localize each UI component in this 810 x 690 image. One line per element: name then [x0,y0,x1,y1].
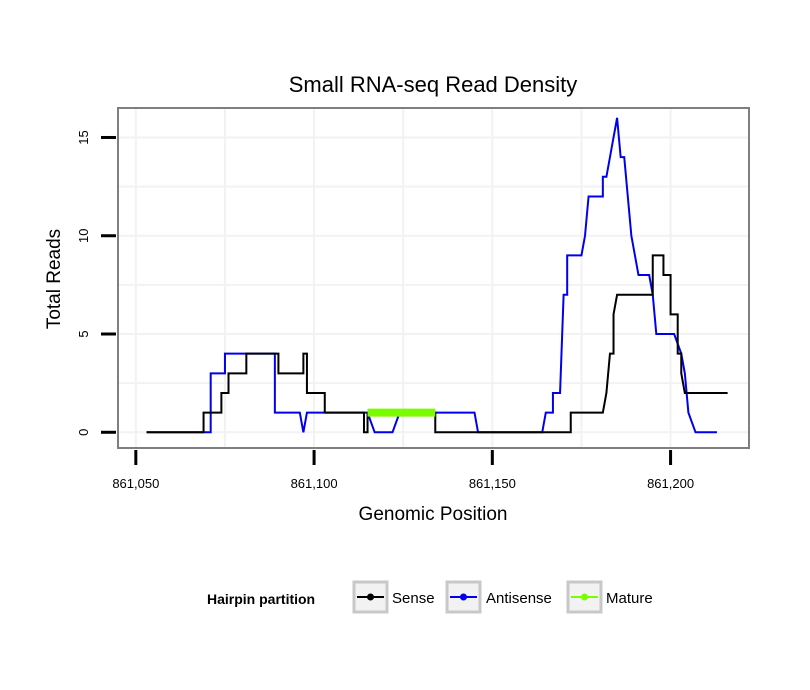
y-tick-label: 15 [76,130,91,144]
y-tick-label: 0 [76,429,91,436]
chart-title: Small RNA-seq Read Density [289,72,578,97]
legend-entry-mature: Mature [566,580,653,614]
y-tick-label: 5 [76,330,91,337]
legend-key-point [367,593,374,601]
x-tick-label: 861,150 [469,476,516,491]
x-tick-label: 861,100 [291,476,338,491]
panel-border [117,107,750,449]
y-tick-label: 10 [76,229,91,243]
legend-label: Mature [606,590,653,607]
x-tick-label: 861,050 [112,476,159,491]
legend-label: Sense [392,590,435,607]
panel-background [118,108,749,448]
y-axis: 0 5 10 15 [76,130,116,436]
legend-entry-sense: Sense [352,580,435,614]
legend-entry-antisense: Antisense [445,580,552,614]
x-axis-label: Genomic Position [359,504,508,525]
legend-key-point [581,593,588,601]
x-axis: 861,050 861,100 861,150 861,200 [112,450,694,491]
y-axis-label: Total Reads [44,229,65,329]
legend: Hairpin partition Sense Antisense Mature [207,580,653,614]
plot-panel [117,107,750,449]
x-tick-label: 861,200 [647,476,694,491]
legend-title: Hairpin partition [207,591,315,607]
series-line-antisense [146,117,717,434]
legend-label: Antisense [486,590,552,607]
legend-key-point [460,593,467,601]
